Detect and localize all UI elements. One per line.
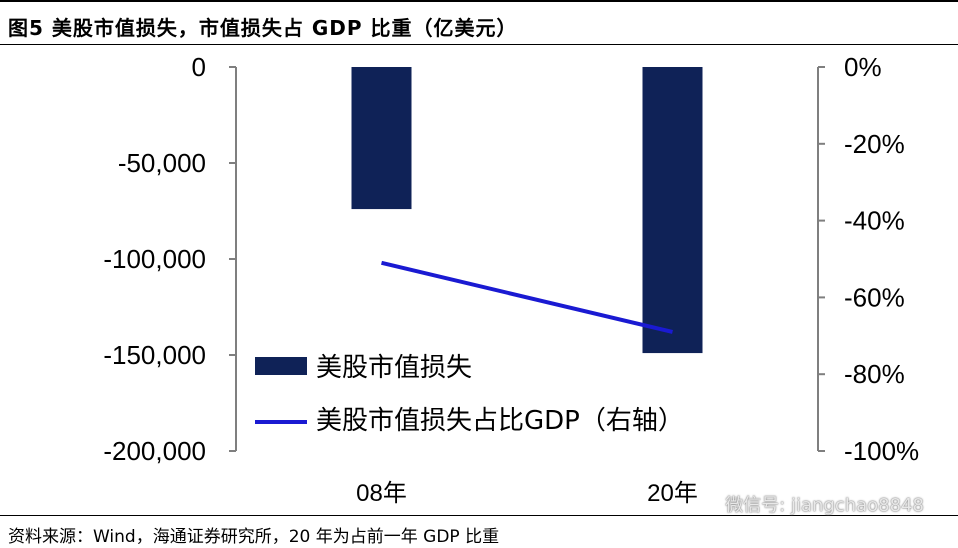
legend-bar-swatch (255, 357, 307, 375)
source-note: 资料来源：Wind，海通证券研究所，20 年为占前一年 GDP 比重 (8, 527, 500, 547)
right-tick-label: -40% (844, 206, 905, 236)
right-tick-label: -60% (844, 282, 905, 312)
bar (351, 67, 412, 210)
right-tick-label: 0% (844, 52, 882, 82)
chart-svg: 0 -50,000 -100,000 -150,000 -200,000 0% -20% -4… (103, 52, 919, 507)
legend-line-label: 美股市值损失占比GDP（右轴） (316, 406, 684, 436)
left-tick-label: 0 (192, 52, 206, 82)
left-tick-label: -100,000 (103, 244, 206, 274)
right-tick-label: -100% (844, 436, 919, 466)
left-tick-label: -200,000 (103, 436, 206, 466)
watermark: 微信号: jiangchao8848 (725, 495, 924, 516)
chart-area: 0 -50,000 -100,000 -150,000 -200,000 0% -20% -4… (0, 45, 958, 515)
right-tick-label: -80% (844, 359, 905, 389)
x-category-label: 20年 (647, 480, 698, 507)
x-category-label: 08年 (356, 480, 407, 507)
series-line (381, 260, 673, 334)
left-tick-label: -150,000 (103, 340, 206, 370)
bar (642, 67, 703, 354)
chart-title: 图5 美股市值损失，市值损失占 GDP 比重（亿美元） (8, 16, 518, 40)
left-tick-label: -50,000 (118, 148, 206, 178)
footer: 资料来源：Wind，海通证券研究所，20 年为占前一年 GDP 比重 (0, 515, 958, 548)
legend-bar-label: 美股市值损失 (316, 353, 472, 383)
title-bar: 图5 美股市值损失，市值损失占 GDP 比重（亿美元） (0, 0, 958, 45)
right-tick-label: -20% (844, 129, 905, 159)
